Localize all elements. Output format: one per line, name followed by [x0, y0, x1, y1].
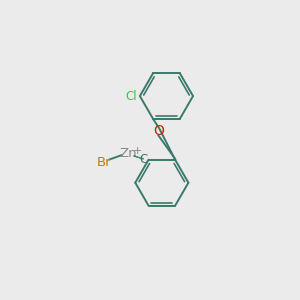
Text: O: O — [153, 124, 164, 138]
Text: Cl: Cl — [125, 90, 137, 103]
Text: Zn: Zn — [119, 147, 137, 160]
Text: +: + — [133, 146, 142, 156]
Text: C: C — [139, 153, 147, 166]
Text: Br: Br — [97, 156, 111, 170]
